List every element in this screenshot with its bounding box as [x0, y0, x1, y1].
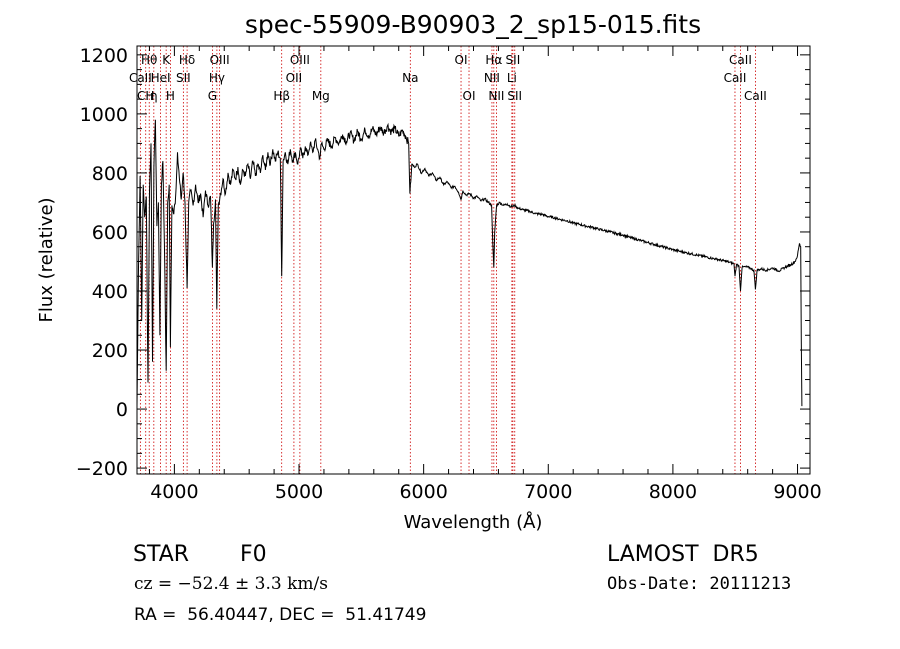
spectral-line-label: SII [506, 53, 521, 67]
spectral-line-label: OIII [290, 53, 310, 67]
y-tick-label: 600 [92, 222, 128, 244]
y-tick-label: 200 [92, 340, 128, 362]
y-tick-label: 0 [116, 399, 128, 421]
coordinates: RA = 56.40447, DEC = 51.41749 [134, 605, 426, 625]
plot-frame [136, 45, 811, 475]
spectral-line-label: H [166, 89, 175, 103]
y-tick-label: 1000 [80, 104, 128, 126]
spectrum-line [136, 119, 803, 407]
spectral-line-label: G [208, 89, 217, 103]
survey-name: LAMOST DR5 [607, 542, 759, 567]
y-tick-label: 400 [92, 281, 128, 303]
y-tick-label: 1200 [80, 45, 128, 67]
x-tick-label: 5000 [275, 481, 323, 503]
spectral-line-label: Hα [485, 53, 502, 67]
object-subclass: F0 [240, 542, 267, 567]
redshift-value: cz = −52.4 ± 3.3 km/s [134, 574, 328, 594]
x-tick-label: 6000 [399, 481, 447, 503]
spectral-line-label: Li [507, 71, 517, 85]
x-tick-label: 8000 [649, 481, 697, 503]
spectral-line-label: Hβ [273, 89, 290, 103]
spectral-line-label: NII [488, 89, 504, 103]
spectral-line-label: CaII [744, 89, 767, 103]
y-axis-ticks [137, 54, 810, 469]
y-tick-label: −200 [76, 458, 128, 480]
spectral-line-label: SII [176, 71, 191, 85]
x-axis-ticks [148, 46, 799, 474]
observation-date: Obs-Date: 20111213 [607, 574, 791, 594]
spectral-line-label: η [150, 89, 158, 103]
spectral-line-label: Na [402, 71, 418, 85]
y-axis-label: Flux (relative) [36, 197, 57, 322]
y-tick-label: 800 [92, 163, 128, 185]
spectral-line-label: OII [286, 71, 303, 85]
spectral-line-label: OI [455, 53, 468, 67]
spectral-line-markers [139, 46, 756, 474]
spectral-line-label: CaII [729, 53, 752, 67]
spectral-line-label: CaII [129, 71, 152, 85]
x-axis-label: Wavelength (Å) [404, 511, 543, 533]
spectral-line-label: Hγ [209, 71, 225, 85]
x-tick-label: 7000 [524, 481, 572, 503]
x-tick-label: 9000 [773, 481, 821, 503]
y-axis-tick-labels: −200 0 200 400 600 800 1000 1200 [76, 45, 128, 480]
spectral-line-label: Hδ [179, 53, 195, 67]
spectral-line-label: OI [463, 89, 476, 103]
spectral-line-label: NII [484, 71, 500, 85]
spectral-line-label: Hθ [141, 53, 157, 67]
spectral-line-label: OIII [210, 53, 230, 67]
spectral-line-label: K [162, 53, 171, 67]
object-class: STAR [133, 542, 189, 567]
spectral-line-label: Mg [312, 89, 330, 103]
spectral-line-label: SII [507, 89, 522, 103]
x-axis-tick-labels: 4000 5000 6000 7000 8000 9000 [150, 481, 822, 503]
spectral-line-label: HeI [151, 71, 171, 85]
spectral-line-label: CaII [724, 71, 747, 85]
x-tick-label: 4000 [150, 481, 198, 503]
chart-title: spec-55909-B90903_2_sp15-015.fits [245, 10, 701, 39]
